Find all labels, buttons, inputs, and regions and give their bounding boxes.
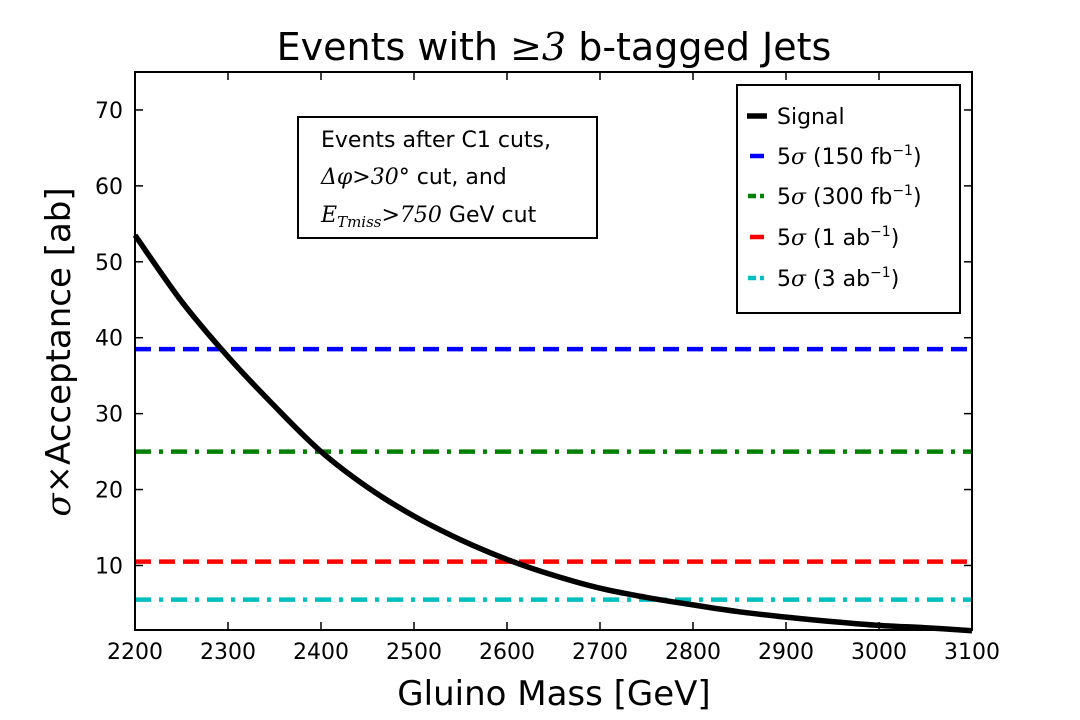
x-tick-label-2600: 2600 bbox=[479, 640, 535, 665]
legend-label-4-part-3: −1 bbox=[870, 224, 891, 240]
legend-label-2-part-3: −1 bbox=[892, 143, 913, 159]
annotation-line-3-text: GeV cut bbox=[442, 203, 537, 228]
legend-label-5-part-0: 5 bbox=[777, 267, 791, 292]
y-tick-label-50: 50 bbox=[95, 251, 123, 276]
legend-label-5-part-2: (3 ab bbox=[806, 267, 870, 292]
annotation-box: Events after C1 cuts, Δφ>30° cut, and ET… bbox=[297, 116, 598, 239]
legend-label-3-part-2: (300 fb bbox=[806, 185, 892, 210]
legend-label-2-part-4: ) bbox=[913, 145, 922, 170]
legend-label-2-part-2: (150 fb bbox=[806, 145, 892, 170]
title-math: ≥3 bbox=[510, 25, 566, 69]
legend-label-5: 5σ (3 ab−1) bbox=[777, 265, 899, 292]
legend-label-5-part-3: −1 bbox=[870, 265, 891, 281]
annotation-line-3: ETmiss>750 GeV cut bbox=[320, 203, 537, 231]
legend-label-4-part-4: ) bbox=[891, 226, 900, 251]
x-tick-label-2700: 2700 bbox=[572, 640, 628, 665]
y-tick-label-30: 30 bbox=[95, 403, 123, 428]
y-tick-label-10: 10 bbox=[95, 554, 123, 579]
annotation-line-2: Δφ>30° cut, and bbox=[320, 165, 507, 190]
legend-label-5-part-1: σ bbox=[791, 267, 807, 292]
legend-label-3-part-1: σ bbox=[791, 185, 807, 210]
y-axis-label: σ×Acceptance [ab] bbox=[39, 187, 79, 516]
legend-label-3-part-3: −1 bbox=[892, 183, 913, 199]
title-suffix: b-tagged Jets bbox=[566, 25, 831, 69]
annotation-line-3-sub: Tmiss bbox=[337, 213, 382, 231]
annotation-frame bbox=[297, 116, 598, 239]
y-tick-label-60: 60 bbox=[95, 175, 123, 200]
y-axis-label-text: Acceptance [ab] bbox=[39, 187, 79, 465]
plot-area bbox=[132, 233, 973, 634]
y-axis-label-math: σ× bbox=[39, 465, 79, 517]
annotation-line-2-math: Δφ>30° bbox=[320, 165, 410, 190]
x-tick-label-2800: 2800 bbox=[665, 640, 721, 665]
signal-curve bbox=[132, 233, 973, 634]
annotation-line-3-rest: >750 bbox=[381, 203, 441, 228]
x-tick-label-2200: 2200 bbox=[107, 640, 163, 665]
legend-label-4: 5σ (1 ab−1) bbox=[777, 224, 899, 251]
y-tick-label-70: 70 bbox=[95, 99, 123, 124]
x-tick-label-2300: 2300 bbox=[200, 640, 256, 665]
y-tick-label-40: 40 bbox=[95, 327, 123, 352]
legend-label-3: 5σ (300 fb−1) bbox=[777, 183, 922, 210]
x-tick-label-3100: 3100 bbox=[944, 640, 1000, 665]
legend-label-4-part-1: σ bbox=[791, 226, 807, 251]
legend-label-4-part-0: 5 bbox=[777, 226, 791, 251]
axes-frame bbox=[134, 71, 973, 631]
legend-label-2-part-1: σ bbox=[791, 145, 807, 170]
legend-label-1: Signal bbox=[777, 105, 845, 130]
chart-title: Events with ≥3 b-tagged Jets bbox=[277, 25, 832, 69]
y-ticks: 10 20 30 40 50 60 70 bbox=[95, 99, 972, 579]
x-axis-label: Gluino Mass [GeV] bbox=[397, 674, 710, 714]
legend-label-3-part-0: 5 bbox=[777, 185, 791, 210]
x-tick-label-2400: 2400 bbox=[293, 640, 349, 665]
legend-label-2-part-0: 5 bbox=[777, 145, 791, 170]
legend-label-5-part-4: ) bbox=[891, 267, 900, 292]
title-prefix: Events with bbox=[277, 25, 510, 69]
x-tick-label-2900: 2900 bbox=[758, 640, 814, 665]
legend-label-4-part-2: (1 ab bbox=[806, 226, 870, 251]
x-tick-label-2500: 2500 bbox=[386, 640, 442, 665]
x-ticks: 2200 2300 2400 2500 2600 2700 2800 2900 3000 3100 bbox=[107, 72, 1000, 665]
annotation-line-3-main: E bbox=[320, 203, 337, 228]
annotation-line-1: Events after C1 cuts, bbox=[321, 128, 551, 153]
x-tick-label-3000: 3000 bbox=[851, 640, 907, 665]
legend-label-3-part-4: ) bbox=[913, 185, 922, 210]
annotation-line-2-text: cut, and bbox=[410, 165, 507, 190]
legend-frame bbox=[736, 84, 961, 314]
legend-label-2: 5σ (150 fb−1) bbox=[777, 143, 922, 170]
y-tick-label-20: 20 bbox=[95, 479, 123, 504]
